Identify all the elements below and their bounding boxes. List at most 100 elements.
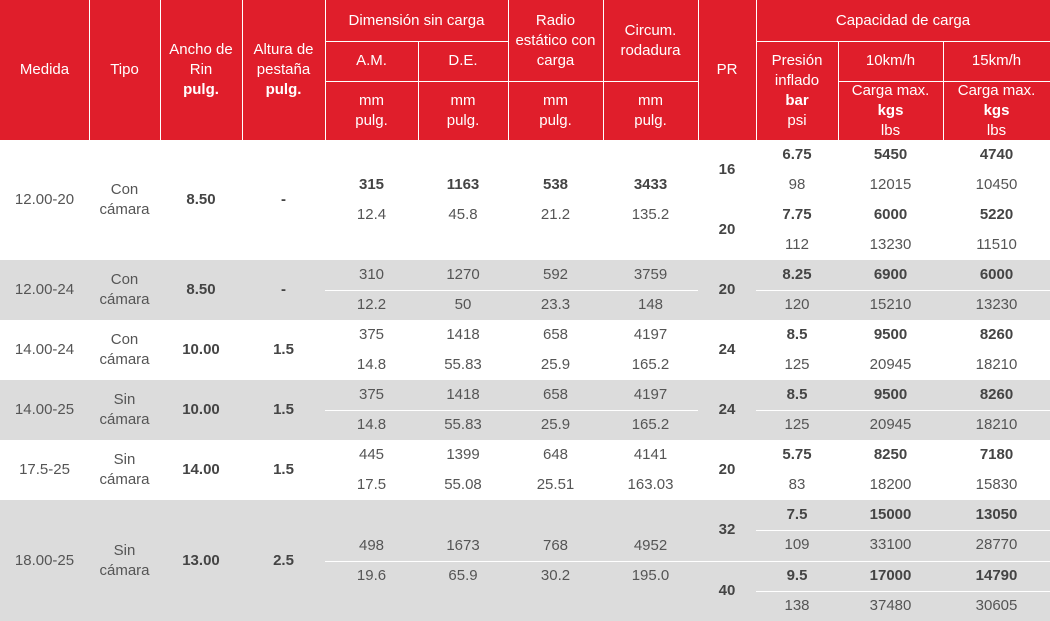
cell-am-mm: 445 (325, 440, 418, 470)
cell-am-in: 19.6 (325, 561, 418, 591)
cell-text: mm (543, 91, 568, 109)
cell-text: 6000 (873, 206, 908, 223)
cell-text: 8260 (979, 326, 1014, 343)
cell-text: 8.25 (782, 266, 812, 283)
cell-de-in: 55.83 (418, 350, 508, 380)
column-divider (603, 0, 604, 140)
cell-lb10: 33100 (838, 530, 943, 560)
row-divider (756, 530, 1050, 531)
cell-text: Circum. (624, 21, 677, 39)
cell-text: - (281, 191, 286, 208)
column-divider (89, 0, 90, 140)
row-divider (756, 41, 1050, 42)
cell-altura: - (242, 260, 325, 320)
row-divider (325, 470, 698, 471)
cell-circ-in: 165.2 (603, 350, 698, 380)
header-unit-circum: mm pulg. (603, 81, 698, 140)
row-divider (325, 200, 698, 201)
cell-text: 12.00-20 (14, 191, 75, 208)
cell-de-mm: 1270 (418, 260, 508, 290)
cell-de-mm: 1399 (418, 440, 508, 470)
cell-altura: 1.5 (242, 380, 325, 440)
cell-text: 538 (542, 176, 569, 193)
cell-text: 1163 (446, 176, 480, 193)
cell-text: 10450 (975, 176, 1018, 193)
cell-lb10: 18200 (838, 470, 943, 500)
cell-text: cámara (99, 201, 150, 218)
cell-text: estático con (515, 31, 596, 49)
cell-text: 768 (542, 536, 569, 554)
cell-lb10: 13230 (838, 230, 943, 260)
cell-text: 9500 (873, 326, 908, 343)
cell-kg10: 6900 (838, 260, 943, 290)
cell-text: 4197 (633, 386, 668, 403)
cell-text: 165.2 (631, 416, 670, 433)
cell-text: 28770 (975, 536, 1018, 554)
column-divider (508, 0, 509, 140)
cell-text: 1.5 (273, 461, 294, 478)
cell-bar: 5.75 (756, 440, 838, 470)
cell-lb15: 11510 (943, 230, 1050, 260)
cell-text: PR (716, 61, 738, 78)
cell-circ-in: 195.0 (603, 561, 698, 591)
cell-text: 15000 (869, 506, 912, 524)
cell-text: pulg. (265, 81, 302, 98)
row-divider (756, 290, 1050, 291)
cell-text: 7.5 (786, 506, 808, 524)
cell-pr: 20 (698, 260, 756, 320)
cell-text: Rin (189, 61, 213, 78)
cell-text: 13230 (869, 236, 912, 253)
cell-text: 125 (784, 416, 810, 433)
cell-radio-in: 23.3 (508, 290, 603, 320)
cell-text: Dimensión sin carga (348, 11, 485, 29)
cell-text: 8250 (873, 446, 908, 463)
cell-kg10: 6000 (838, 200, 943, 230)
cell-text: Radio (535, 11, 576, 29)
cell-de-in: 65.9 (418, 561, 508, 591)
cell-tipo: Sin cámara (89, 380, 160, 440)
cell-text: 163.03 (627, 476, 674, 493)
cell-lb15: 13230 (943, 290, 1050, 320)
cell-text: psi (787, 111, 807, 129)
cell-am-in: 17.5 (325, 470, 418, 500)
column-divider (756, 0, 757, 140)
cell-de-in: 55.83 (418, 410, 508, 440)
cell-pr: 16 (698, 140, 756, 200)
cell-text: 18.00-25 (14, 551, 75, 569)
cell-psi: 125 (756, 410, 838, 440)
cell-text: 20945 (869, 356, 912, 373)
cell-text: 15210 (869, 296, 912, 313)
cell-bar: 8.5 (756, 380, 838, 410)
header-ancho: Ancho de Rin pulg. (160, 0, 242, 140)
cell-text: 138 (784, 596, 810, 614)
row-divider (756, 470, 1050, 471)
cell-text: 33100 (869, 536, 912, 554)
cell-text: 20945 (869, 416, 912, 433)
cell-de-in: 55.08 (418, 470, 508, 500)
cell-radio-in: 25.9 (508, 350, 603, 380)
row-divider (325, 561, 698, 562)
header-unit-radio: mm pulg. (508, 81, 603, 140)
cell-text: 3759 (633, 266, 668, 283)
cell-text: 125 (784, 356, 810, 373)
cell-text: Ancho de (169, 41, 233, 58)
cell-text: pulg. (539, 111, 572, 129)
header-tipo: Tipo (89, 0, 160, 140)
row-divider (756, 170, 1050, 171)
cell-circ-in: 148 (603, 290, 698, 320)
cell-text: Sin (113, 391, 136, 408)
cell-text: bar (785, 91, 809, 109)
cell-text: cámara (99, 411, 150, 428)
cell-lb15: 10450 (943, 170, 1050, 200)
cell-de-mm: 1418 (418, 320, 508, 350)
cell-bar: 7.75 (756, 200, 838, 230)
cell-kg10: 5450 (838, 140, 943, 170)
cell-kg15: 8260 (943, 380, 1050, 410)
cell-kg10: 8250 (838, 440, 943, 470)
cell-text: 25.51 (536, 476, 575, 493)
cell-ancho: 10.00 (160, 380, 242, 440)
cell-circ-mm: 4141 (603, 440, 698, 470)
cell-tipo: Sin cámara (89, 440, 160, 500)
cell-kg15: 6000 (943, 260, 1050, 290)
